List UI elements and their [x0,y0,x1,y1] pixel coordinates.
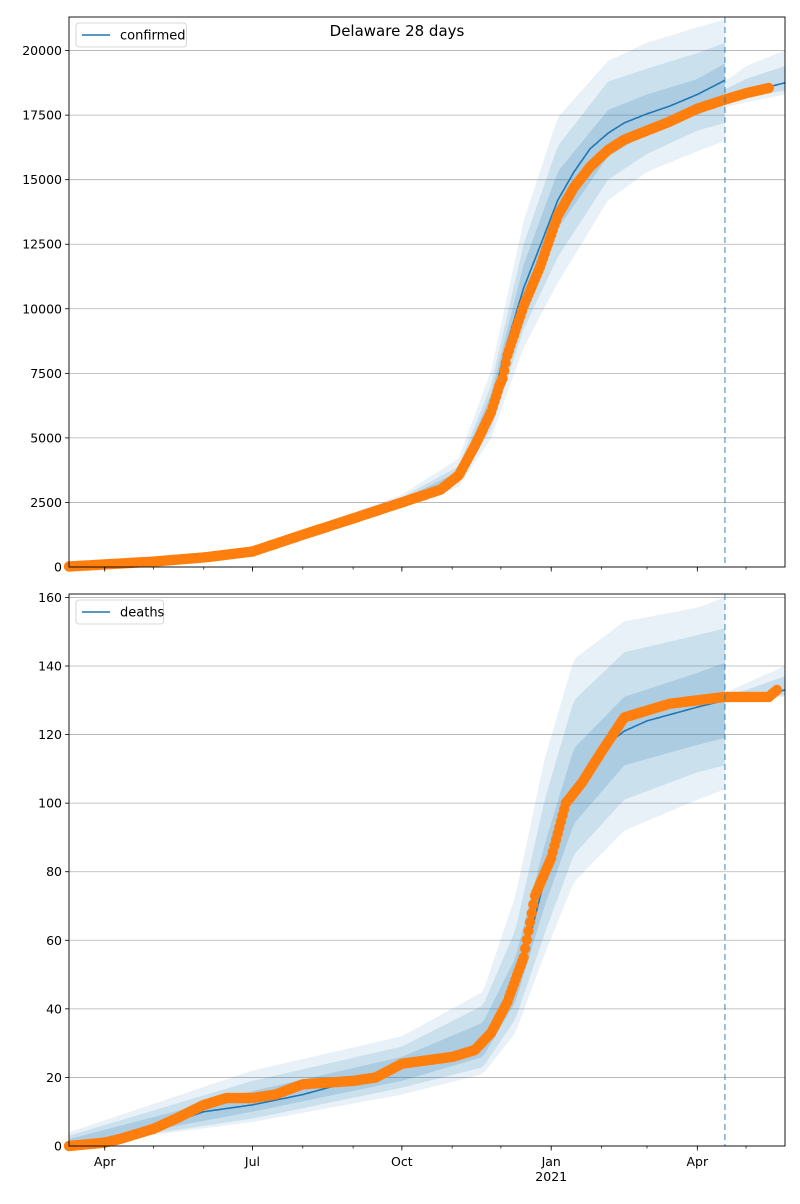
deaths-y-tick-label: 80 [46,864,62,879]
confirmed-confidence-band [69,42,725,568]
confirmed-legend-box [75,22,187,48]
deaths-y-tick-label: 0 [54,1139,62,1154]
deaths-observed-point [526,908,537,919]
deaths-legend-box [75,599,164,625]
deaths-confidence-band [69,628,725,1146]
deaths-observed-point [521,934,533,945]
deaths-x-tick-label: Apr [687,1154,709,1169]
confirmed-legend-label: confirmed [120,29,186,44]
figure-title: Delaware 28 days [330,22,465,40]
deaths-y-tick-label: 40 [46,1001,62,1016]
confirmed-y-tick-label: 20000 [22,43,62,58]
confirmed-confidence-band [69,63,725,567]
confirmed-y-tick-label: 10000 [22,301,62,316]
deaths-observed-point [523,925,534,937]
confirmed-observed-point [763,82,774,94]
confirmed-axes-frame [68,16,786,568]
deaths-x-tick-label: Apr [94,1154,116,1169]
confirmed-confidence-band [69,19,725,568]
deaths-confidence-band [69,597,725,1146]
confirmed-y-tick-label: 15000 [22,172,62,187]
deaths-y-tick-label: 140 [38,659,62,674]
deaths-observed-point [528,899,539,910]
confirmed-legend: confirmed [75,22,187,48]
deaths-observed-point [520,943,531,954]
deaths-y-tick-label: 20 [46,1070,62,1085]
confirmed-y-tick-label: 7500 [30,366,62,381]
deaths-y-tick-label: 60 [46,933,62,948]
deaths-y-tick-label: 120 [38,727,62,742]
deaths-observed-point [524,917,536,928]
deaths-x-tick-label: Jan [541,1154,561,1169]
confirmed-y-tick-label: 5000 [30,430,62,445]
deaths-observed-points [63,684,783,1152]
deaths-x-tick-label: Jul [244,1154,260,1169]
deaths-observed-point [518,952,529,963]
confirmed-chart: 0 2500 5000 7500 10000 12500 15000 17500 20000 co… [22,16,786,575]
confirmed-y-tick-label: 17500 [22,108,62,123]
deaths-x-tick-sublabel: 2021 [535,1169,567,1184]
deaths-legend-label: deaths [120,606,165,621]
deaths-y-tick-label: 160 [38,590,62,605]
deaths-axes-frame [68,593,786,1147]
deaths-x-tick-label: Oct [391,1154,413,1169]
confirmed-y-tick-label: 0 [54,560,62,575]
deaths-y-tick-label: 100 [38,796,62,811]
confirmed-observed-points [63,82,774,572]
confirmed-y-tick-label: 12500 [22,237,62,252]
confirmed-observed-point [498,365,510,376]
deaths-legend: deaths [75,599,165,625]
deaths-observed-point [771,684,783,696]
confirmed-y-tick-label: 2500 [30,495,62,510]
